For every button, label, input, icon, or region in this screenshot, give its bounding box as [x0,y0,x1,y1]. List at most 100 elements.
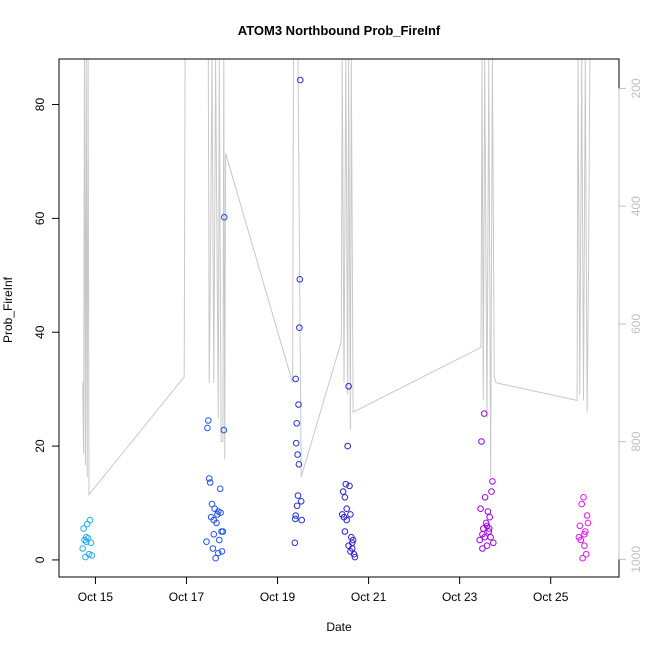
x-tick-label: Oct 23 [442,590,478,604]
y-tick-label: 0 [33,556,47,563]
scatter-point [293,502,301,510]
scatter-point [580,494,587,501]
scatter-point [341,494,349,501]
scatter-point [83,538,90,546]
scatter-point [297,498,305,505]
y-tick-label: 20 [33,439,47,453]
scatter-point [83,520,91,528]
scatter-point [221,213,228,221]
scatter-point [295,401,302,408]
scatter-point [295,461,303,468]
scatter-point [344,442,352,450]
scatter-point [487,533,494,541]
x-tick-label: Oct 25 [533,590,569,604]
scatter-point [292,375,300,383]
scatter-point [485,528,493,535]
scatter-point [206,479,214,486]
x-tick-label: Oct 21 [351,590,387,604]
right-y-axis: 200 400 600 800 1000 [618,78,643,573]
right-y-tick-label: 1000 [629,546,643,573]
scatter-point [582,528,589,535]
scatter-point [213,519,220,527]
scatter-point [216,485,224,493]
scatter-point [348,539,356,547]
x-axis: Oct 15 Oct 17 Oct 19 Oct 21 Oct 23 Oct 25 [78,576,569,604]
right-axis-line-series [82,58,591,497]
scatter-point [577,536,585,544]
scatter-point [80,525,87,532]
scatter-point [582,550,590,558]
scatter-point [578,500,586,508]
scatter-point [210,531,218,538]
scatter-point [347,548,354,555]
scatter-point [477,505,484,513]
scatter-point [490,539,497,547]
scatter-point [343,516,351,524]
scatter-point [205,417,212,424]
scatter-point [220,426,228,434]
scatter-point [485,525,493,532]
x-tick-label: Oct 17 [169,590,205,604]
x-axis-label: Date [326,620,352,634]
y-tick-label: 60 [33,211,47,225]
scatter-point [583,512,591,519]
scatter-point [484,508,492,515]
scatter-point [294,451,301,458]
y-axis: 0 20 40 60 80 [33,98,60,563]
scatter-point [212,554,219,562]
scatter-point [297,76,304,84]
scatter-point [292,512,300,519]
scatter-point [576,522,584,530]
right-axis-line [82,58,591,497]
scatter-point [294,492,302,499]
scatter-point [342,480,350,488]
scatter-point [345,383,352,390]
chart-title: ATOM3 Northbound Prob_FireInf [238,23,441,38]
scatter-point [581,542,588,550]
scatter-point [488,488,495,495]
scatter-point [82,553,89,561]
scatter-point [347,511,354,518]
scatter-point [584,519,592,527]
right-y-tick-label: 800 [629,431,643,451]
scatter-point [79,545,86,552]
scatter-point [88,552,96,559]
scatter-point [476,536,484,544]
scatter-point [216,536,223,544]
scatter-point [481,494,489,501]
scatter-point [204,424,211,432]
scatter-point [293,420,301,427]
scatter-point [489,478,496,485]
scatter-point [480,410,488,417]
scatter-point [219,528,227,535]
scatter-point [205,475,213,482]
scatter-point [209,545,217,552]
scatter-point [87,539,95,547]
right-y-tick-label: 200 [629,78,643,98]
scatter-point [351,553,359,561]
x-tick-label: Oct 19 [260,590,296,604]
scatter-point [339,488,347,495]
scatter-point [486,513,494,521]
scatter-point [292,515,299,523]
right-y-tick-label: 400 [629,196,643,216]
scatter-points [79,76,592,562]
scatter-point [296,276,304,283]
scatter-point [579,554,586,562]
x-tick-label: Oct 15 [78,590,114,604]
scatter-point [483,542,491,550]
scatter-point [298,516,306,524]
scatter-point [215,549,222,557]
scatter-point [215,508,222,515]
y-tick-label: 40 [33,325,47,339]
scatter-point [218,548,226,555]
scatter-point [296,324,303,332]
scatter-point [292,439,300,447]
scatter-point [481,533,489,541]
plot-frame [58,58,620,578]
scatter-point [346,482,353,490]
scatter-point [349,536,357,544]
scatter-point [482,519,490,527]
scatter-point [343,505,351,513]
